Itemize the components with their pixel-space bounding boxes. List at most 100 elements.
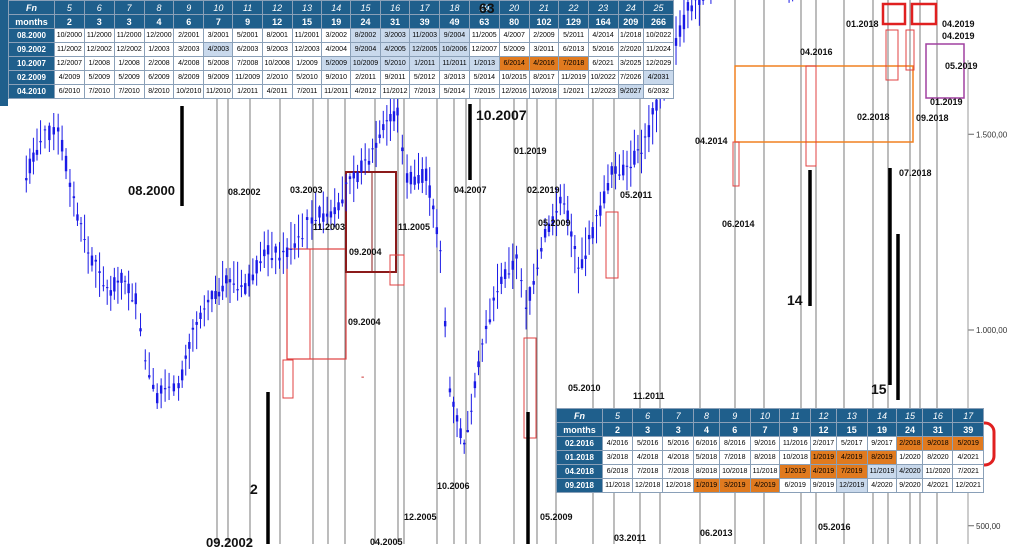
annotation-box (524, 338, 536, 438)
date-cell: 8/2020 (923, 451, 953, 465)
date-cell: 4/2016 (603, 437, 633, 451)
date-cell: 8/2018 (750, 451, 780, 465)
date-cell: 5/2019 (953, 437, 984, 451)
date-cell: 3/2003 (380, 29, 409, 43)
candle-body (53, 127, 55, 134)
candle-body (278, 258, 280, 261)
fn-header: Fn (9, 1, 55, 15)
candle-body (144, 360, 146, 361)
date-cell: 5/2017 (837, 437, 868, 451)
label-06-2014: 06.2014 (722, 219, 755, 229)
candle-body (214, 291, 216, 299)
label-05-2016: 05.2016 (818, 522, 851, 532)
candle-body (581, 259, 583, 268)
months-cell: 3 (632, 423, 663, 437)
candle-body (91, 256, 93, 266)
candle-body (675, 38, 677, 46)
candle-body (80, 223, 82, 224)
months-cell: 164 (588, 15, 618, 29)
candle-body (563, 203, 565, 204)
candle-body (584, 256, 586, 259)
spacer (562, 522, 563, 523)
candle-body (152, 385, 154, 389)
label-02-2018: 02.2018 (857, 112, 890, 122)
candle-body (39, 141, 41, 142)
row-index-strip (0, 0, 8, 106)
candle-body (95, 260, 97, 262)
date-cell: 7/2019 (837, 465, 868, 479)
date-cell: 1/2011 (233, 85, 262, 99)
candle-body (449, 388, 451, 392)
date-cell: 12/2002 (114, 43, 144, 57)
date-cell: 3/2018 (603, 451, 633, 465)
candle-body (644, 136, 646, 137)
date-cell: 4/2014 (588, 29, 618, 43)
date-cell: 2/2011 (351, 71, 381, 85)
date-cell: 12/2016 (499, 85, 529, 99)
months-cell: 3 (114, 15, 144, 29)
label-12-2005: 12.2005 (404, 512, 437, 522)
date-cell: 1/2008 (114, 57, 144, 71)
date-cell: 11/2020 (923, 465, 953, 479)
row-label: 09.2002 (9, 43, 55, 57)
candle-body (417, 175, 419, 183)
date-cell: 10/2006 (440, 43, 470, 57)
candle-body (379, 135, 381, 138)
label-11-2011: 11.2011 (633, 391, 665, 401)
date-cell: 7/2018 (663, 465, 694, 479)
candle-body (459, 428, 461, 438)
candle-body (428, 185, 430, 197)
candle-body (135, 293, 137, 304)
candle-body (69, 183, 71, 187)
date-cell: 9/2027 (618, 85, 643, 99)
candle-body (236, 289, 238, 290)
candle-body (318, 207, 320, 218)
candle-body (607, 183, 609, 190)
fib-number-cell: 7 (114, 1, 144, 15)
date-cell: 2/2010 (262, 71, 292, 85)
months-cell: 3 (663, 423, 694, 437)
candle-body (515, 254, 517, 258)
date-cell: 9/2016 (750, 437, 780, 451)
candle-body (439, 250, 441, 251)
candle-body (371, 148, 373, 149)
date-cell: 12/2021 (953, 479, 984, 493)
months-cell: 31 (380, 15, 409, 29)
date-cell: 10/2018 (720, 465, 751, 479)
date-cell: 1/2011 (410, 57, 440, 71)
candle-body (540, 248, 542, 252)
candle-body (481, 343, 483, 344)
label-05-2009-b: 05.2009 (540, 512, 573, 522)
candle-body (559, 197, 561, 204)
date-cell: 11/2019 (559, 71, 588, 85)
date-cell: 6/2013 (559, 43, 588, 57)
fn-header: Fn (557, 409, 603, 423)
candle-body (421, 169, 423, 183)
date-cell: 6/2010 (55, 85, 85, 99)
candle-body (207, 300, 209, 302)
date-cell: 6/2019 (780, 479, 811, 493)
date-cell: 4/2004 (322, 43, 351, 57)
months-cell: 39 (410, 15, 440, 29)
fib-number-cell: 24 (618, 1, 643, 15)
fib-number-cell: 10 (204, 1, 233, 15)
candle-body (493, 298, 495, 301)
candle-body (240, 285, 242, 287)
candle-body (599, 206, 601, 216)
date-cell: 3/2001 (204, 29, 233, 43)
date-cell: 7/2010 (114, 85, 144, 99)
date-cell: 10/2010 (174, 85, 204, 99)
candle-body (588, 235, 590, 239)
candle-body (148, 375, 150, 377)
candle-body (25, 178, 27, 180)
date-cell: 4/2021 (923, 479, 953, 493)
date-cell: 9/2009 (204, 71, 233, 85)
candle-body (297, 236, 299, 237)
label-05-2011: 05.2011 (620, 190, 652, 200)
candle-body (173, 383, 175, 391)
candle-body (314, 220, 316, 221)
